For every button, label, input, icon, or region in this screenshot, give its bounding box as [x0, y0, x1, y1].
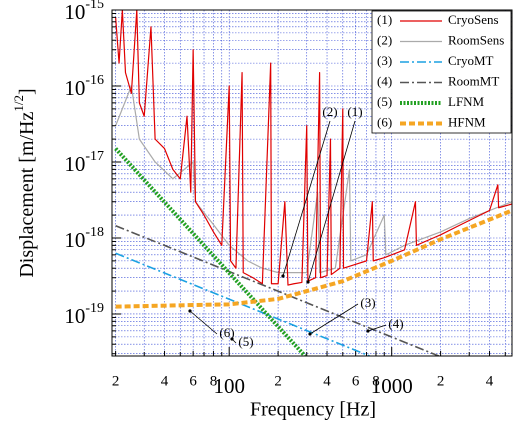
legend-number: (2) — [377, 32, 392, 47]
legend-number: (1) — [377, 12, 392, 27]
annotation: (3) — [360, 295, 375, 310]
annotation-arrowhead — [188, 309, 192, 313]
y-label-superscript: 1/2 — [11, 95, 26, 112]
annotation-arrowhead — [230, 337, 234, 341]
y-tick-label: 10-19 — [64, 301, 104, 328]
annotation-pointer — [189, 310, 218, 335]
y-label-text: Displacement [m/Hz — [16, 112, 38, 278]
series-line — [115, 85, 512, 274]
x-tick-label: 2 — [112, 373, 120, 389]
annotation: (4) — [388, 316, 403, 331]
x-tick-label: 4 — [486, 373, 494, 389]
plot-area — [114, 10, 512, 356]
legend-number: (3) — [377, 53, 392, 68]
y-tick-label: 10-16 — [64, 73, 104, 100]
annotation-pointer — [282, 120, 331, 277]
x-tick-label: 6 — [352, 373, 360, 389]
series-line — [115, 208, 512, 309]
series-line — [115, 224, 440, 356]
annotation-arrowhead — [308, 332, 312, 336]
x-tick-label: 6 — [189, 373, 197, 389]
annotation: (6) — [219, 325, 234, 340]
x-tick-label: 2 — [437, 373, 445, 389]
x-axis-label: Frequency [Hz] — [250, 399, 376, 421]
y-tick-label: 10-15 — [64, 0, 104, 24]
annotation-pointer — [307, 120, 356, 283]
series-line — [115, 10, 512, 286]
plot-frame — [111, 9, 513, 357]
legend-label: LFNM — [448, 94, 485, 109]
annotation-pointer — [367, 324, 387, 332]
x-tick-label: 2 — [274, 373, 282, 389]
annotation: (2) — [322, 104, 337, 119]
annotation: (5) — [238, 334, 253, 349]
annotation: (1) — [347, 104, 362, 119]
annotation-arrowhead — [306, 280, 310, 284]
legend-label: CryoMT — [448, 53, 494, 68]
legend-number: (6) — [377, 114, 392, 129]
legend-label: RoomSens — [448, 32, 504, 47]
y-axis-label: Displacement [m/Hz1/2] — [11, 88, 38, 277]
x-tick-label: 8 — [210, 373, 218, 389]
x-tick-label: 100 — [213, 374, 245, 398]
legend-label: RoomMT — [448, 73, 499, 88]
x-tick-label: 8 — [372, 373, 380, 389]
x-tick-label: 4 — [323, 373, 331, 389]
y-tick-label: 10-17 — [64, 149, 104, 176]
legend-number: (5) — [377, 94, 392, 109]
annotation-arrowhead — [281, 274, 285, 278]
x-tick-label: 4 — [161, 373, 169, 389]
y-label-close: ] — [16, 88, 38, 95]
legend-label: HFNM — [448, 114, 486, 129]
y-tick-label: 10-18 — [64, 225, 104, 252]
series-line — [114, 147, 307, 356]
annotation-pointer — [309, 303, 359, 335]
legend-label: CryoSens — [448, 12, 499, 27]
legend-box — [371, 10, 512, 134]
x-tick-label: 1000 — [371, 374, 413, 398]
annotation-arrowhead — [366, 329, 370, 333]
legend-number: (4) — [377, 73, 392, 88]
